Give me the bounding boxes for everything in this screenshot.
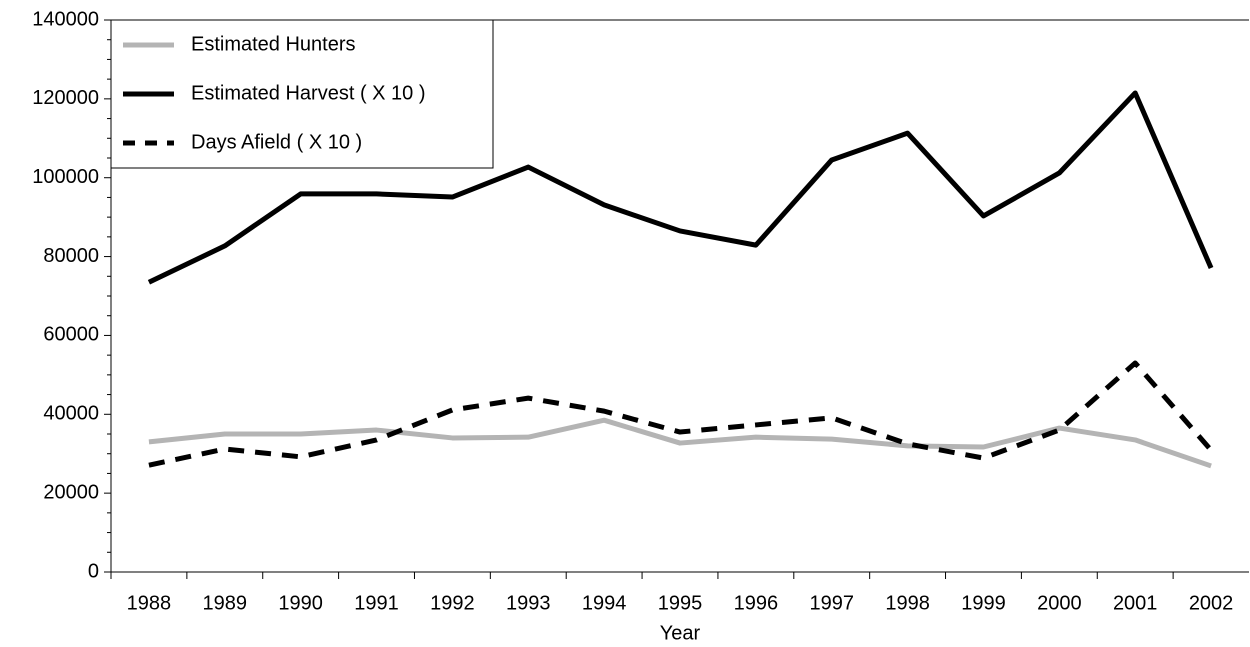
x-tick-label: 1995 bbox=[658, 592, 703, 614]
legend-label: Estimated Hunters bbox=[191, 33, 356, 55]
x-tick-label: 1989 bbox=[203, 592, 248, 614]
y-tick-label: 0 bbox=[88, 560, 99, 582]
x-tick-label: 1990 bbox=[278, 592, 323, 614]
x-tick-label: 1991 bbox=[354, 592, 399, 614]
x-tick-label: 1993 bbox=[506, 592, 551, 614]
series-line bbox=[148, 360, 1213, 468]
x-tick-label: 1992 bbox=[430, 592, 475, 614]
y-tick-label: 100000 bbox=[32, 166, 99, 188]
x-axis-title: Year bbox=[660, 622, 701, 644]
y-tick-label: 20000 bbox=[43, 481, 99, 503]
y-tick-label: 40000 bbox=[43, 403, 99, 425]
legend-label: Estimated Harvest ( X 10 ) bbox=[191, 82, 426, 104]
x-tick-label: 1998 bbox=[885, 592, 930, 614]
x-tick-label: 2002 bbox=[1189, 592, 1234, 614]
y-tick-label: 60000 bbox=[43, 324, 99, 346]
y-tick-label: 80000 bbox=[43, 245, 99, 267]
legend-box bbox=[110, 19, 494, 169]
series-line bbox=[148, 417, 1212, 469]
y-tick-label: 140000 bbox=[32, 8, 99, 30]
x-tick-label: 1997 bbox=[809, 592, 854, 614]
x-tick-label: 1999 bbox=[961, 592, 1006, 614]
x-tick-label: 1988 bbox=[127, 592, 172, 614]
x-tick-label: 2000 bbox=[1037, 592, 1082, 614]
legend-label: Days Afield ( X 10 ) bbox=[191, 131, 362, 153]
x-tick-label: 1996 bbox=[734, 592, 779, 614]
x-tick-label: 1994 bbox=[582, 592, 627, 614]
series-line bbox=[147, 90, 1214, 285]
y-tick-label: 120000 bbox=[32, 87, 99, 109]
x-tick-label: 2001 bbox=[1113, 592, 1158, 614]
